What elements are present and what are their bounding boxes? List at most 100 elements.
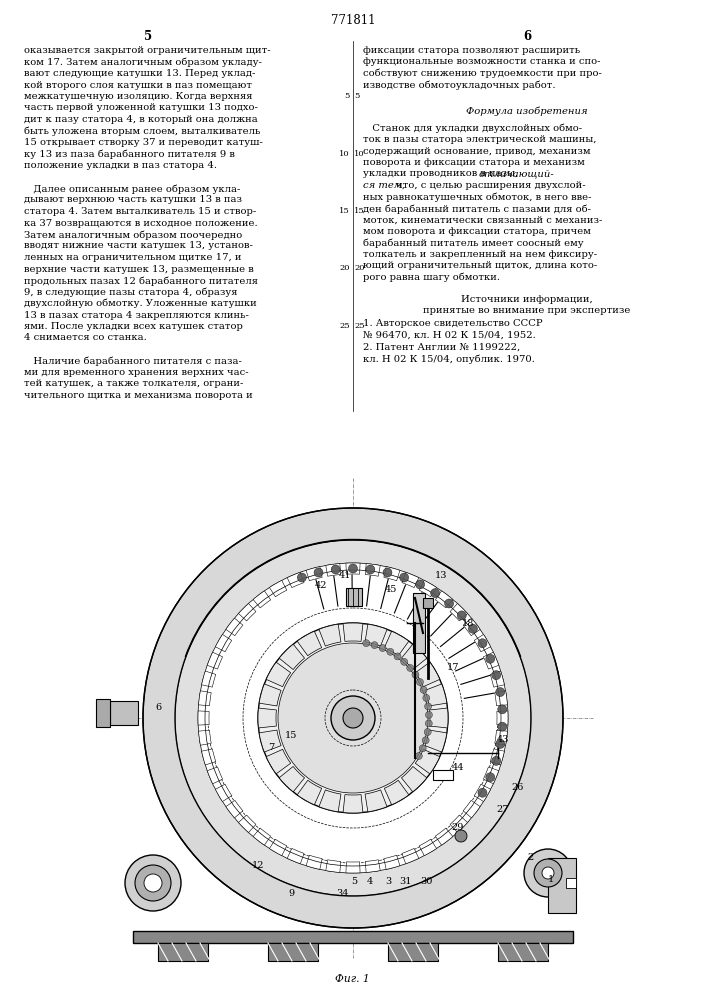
Wedge shape <box>490 671 504 687</box>
Text: Затем аналогичным образом поочередно: Затем аналогичным образом поочередно <box>24 230 243 239</box>
Text: 31: 31 <box>399 876 412 886</box>
Circle shape <box>144 874 162 892</box>
Wedge shape <box>343 623 363 641</box>
Wedge shape <box>199 691 211 706</box>
Circle shape <box>407 664 414 671</box>
Wedge shape <box>436 591 453 608</box>
Circle shape <box>383 568 392 577</box>
Text: 27: 27 <box>497 806 509 814</box>
Wedge shape <box>419 580 436 597</box>
Wedge shape <box>226 618 243 636</box>
Circle shape <box>486 654 495 663</box>
Wedge shape <box>253 828 271 845</box>
Wedge shape <box>238 603 256 621</box>
Text: 34: 34 <box>337 888 349 898</box>
Text: продольных пазах 12 барабанного питателя: продольных пазах 12 барабанного питателя <box>24 276 258 286</box>
Text: изводстве обмотоукладочных работ.: изводстве обмотоукладочных работ. <box>363 81 556 90</box>
Wedge shape <box>279 644 305 670</box>
Text: ющий ограничительный щиток, длина кото-: ющий ограничительный щиток, длина кото- <box>363 261 597 270</box>
Text: межкатушечную изоляцию. Когда верхняя: межкатушечную изоляцию. Когда верхняя <box>24 92 252 101</box>
Text: 25: 25 <box>354 322 365 330</box>
Wedge shape <box>419 839 436 856</box>
Bar <box>388 943 438 961</box>
Text: верхние части катушек 13, размещенные в: верхние части катушек 13, размещенные в <box>24 264 254 273</box>
Text: Фиг. 1: Фиг. 1 <box>335 974 370 984</box>
Text: 17: 17 <box>447 664 460 672</box>
Wedge shape <box>259 684 281 706</box>
Bar <box>96 699 110 727</box>
Text: фиксации статора позволяют расширить: фиксации статора позволяют расширить <box>363 46 580 55</box>
Wedge shape <box>306 855 322 869</box>
Wedge shape <box>287 572 304 588</box>
Circle shape <box>524 849 572 897</box>
Text: Станок для укладки двухслойных обмо-: Станок для укладки двухслойных обмо- <box>363 123 582 133</box>
Text: 5: 5 <box>354 92 359 100</box>
Text: 6: 6 <box>155 704 161 712</box>
Text: 30: 30 <box>420 876 432 886</box>
Wedge shape <box>258 708 276 728</box>
Circle shape <box>314 568 323 577</box>
Wedge shape <box>495 691 508 706</box>
Text: 10: 10 <box>354 149 365 157</box>
Text: 29: 29 <box>452 824 464 832</box>
Text: 18: 18 <box>462 618 474 628</box>
Bar <box>158 943 208 961</box>
Bar <box>349 714 356 722</box>
Text: 41: 41 <box>339 572 351 580</box>
Circle shape <box>125 855 181 911</box>
Wedge shape <box>279 766 305 792</box>
Text: кл. Н 02 К 15/04, опублик. 1970.: кл. Н 02 К 15/04, опублик. 1970. <box>363 354 535 363</box>
Wedge shape <box>297 780 322 805</box>
Text: Далее описанным ранее образом укла-: Далее описанным ранее образом укла- <box>24 184 240 194</box>
Text: чительного щитка и механизма поворота и: чительного щитка и механизма поворота и <box>24 391 252 400</box>
Wedge shape <box>326 860 341 872</box>
Wedge shape <box>436 828 453 845</box>
Wedge shape <box>450 815 467 833</box>
Bar <box>433 770 453 780</box>
Wedge shape <box>326 564 341 576</box>
Wedge shape <box>385 631 409 656</box>
Text: часть первой уложенной катушки 13 подхо-: часть первой уложенной катушки 13 подхо- <box>24 104 258 112</box>
Wedge shape <box>306 567 322 581</box>
Text: поворота и фиксации статора и механизм: поворота и фиксации статора и механизм <box>363 158 585 167</box>
Text: барабанный питатель имеет соосный ему: барабанный питатель имеет соосный ему <box>363 238 583 248</box>
Text: ком 17. Затем аналогичным образом укладу-: ком 17. Затем аналогичным образом укладу… <box>24 57 262 67</box>
Wedge shape <box>207 652 223 669</box>
Text: 45: 45 <box>385 585 397 594</box>
Bar <box>423 598 433 608</box>
Text: Источники информации,: Источники информации, <box>461 294 593 304</box>
Circle shape <box>469 624 477 633</box>
Circle shape <box>415 752 422 760</box>
Wedge shape <box>259 730 281 752</box>
Wedge shape <box>450 603 467 621</box>
Text: кой второго слоя катушки в паз помещают: кой второго слоя катушки в паз помещают <box>24 81 252 90</box>
Text: ся тем,: ся тем, <box>363 181 405 190</box>
Text: 15: 15 <box>354 207 365 215</box>
Circle shape <box>278 643 428 793</box>
Text: 1. Авторское свидетельство СССР: 1. Авторское свидетельство СССР <box>363 320 543 328</box>
Text: укладки проводников в пазы,: укладки проводников в пазы, <box>363 169 521 178</box>
Text: 2. Патент Англии № 1199222,: 2. Патент Англии № 1199222, <box>363 342 520 352</box>
Circle shape <box>298 573 306 582</box>
Text: ных равнокатушечных обмоток, в него вве-: ных равнокатушечных обмоток, в него вве- <box>363 192 592 202</box>
Circle shape <box>258 623 448 813</box>
Text: содержащий основание, привод, механизм: содержащий основание, привод, механизм <box>363 146 590 155</box>
Wedge shape <box>495 730 508 745</box>
Text: быть уложена вторым слоем, выталкиватель: быть уложена вторым слоем, выталкиватель <box>24 126 260 136</box>
Text: дит к пазу статора 4, в который она должна: дит к пазу статора 4, в который она долж… <box>24 115 258 124</box>
Circle shape <box>457 611 466 620</box>
Wedge shape <box>463 618 480 636</box>
Wedge shape <box>425 730 447 752</box>
Wedge shape <box>201 671 216 687</box>
Text: 25: 25 <box>339 322 350 330</box>
Text: 2: 2 <box>528 854 534 862</box>
Circle shape <box>422 737 429 744</box>
Wedge shape <box>201 749 216 765</box>
Circle shape <box>401 658 408 665</box>
Text: что, с целью расширения двухслой-: что, с целью расширения двухслой- <box>393 181 585 190</box>
Circle shape <box>426 720 432 727</box>
Circle shape <box>426 711 433 718</box>
Bar <box>346 588 362 606</box>
Wedge shape <box>267 749 291 774</box>
Text: 12: 12 <box>252 861 264 870</box>
